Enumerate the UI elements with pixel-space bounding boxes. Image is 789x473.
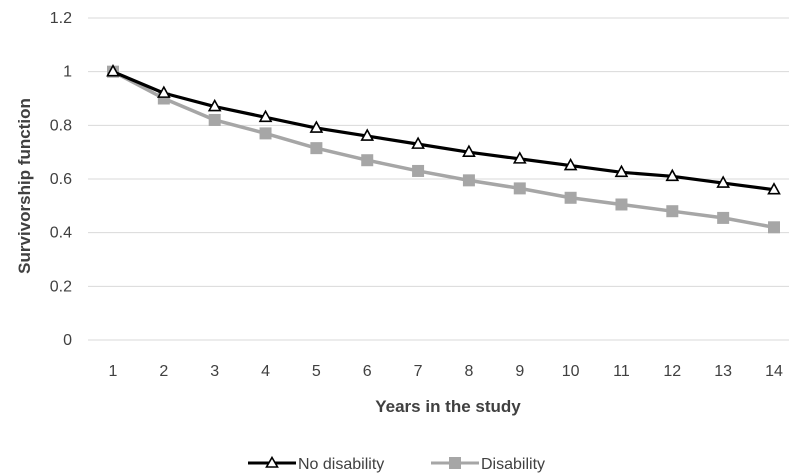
data-point: [361, 154, 374, 167]
legend-marker-disability: [449, 457, 461, 469]
data-point: [513, 182, 526, 195]
data-point: [615, 198, 628, 211]
x-tick-label: 10: [562, 363, 580, 380]
x-tick-label: 2: [159, 363, 168, 380]
legend: No disability Disability: [248, 455, 545, 473]
x-tick-label: 3: [210, 363, 219, 380]
legend-label-disability: Disability: [481, 456, 545, 473]
x-tick-label: 1: [109, 363, 118, 380]
data-point: [412, 164, 425, 177]
series-disability: [107, 65, 780, 234]
x-axis-title: Years in the study: [375, 397, 521, 416]
series-no-disability: [106, 64, 781, 195]
data-point: [666, 205, 679, 218]
x-tick-label: 12: [663, 363, 681, 380]
y-tick-label: 0.8: [50, 117, 72, 134]
data-point: [258, 109, 273, 123]
x-tick-label: 9: [515, 363, 524, 380]
y-tick-label: 0.6: [50, 171, 72, 188]
data-point: [208, 113, 221, 126]
data-point: [462, 144, 476, 157]
y-tick-label: 0: [63, 332, 72, 349]
y-tick-label: 0.2: [50, 278, 72, 295]
x-tick-label: 7: [414, 363, 423, 380]
gridlines: [88, 17, 789, 341]
data-point: [614, 164, 629, 178]
data-point: [310, 142, 323, 155]
y-tick-label: 1.2: [50, 10, 72, 27]
legend-marker-no-disability: [265, 455, 279, 468]
data-point: [156, 85, 171, 98]
series-layer: [106, 64, 781, 234]
legend-item-disability: Disability: [431, 456, 545, 473]
data-point: [106, 64, 120, 77]
x-tick-label: 14: [765, 363, 783, 380]
x-axis-ticks: 1 2 3 4 5 6 7 8 9 10 11 12 13 14: [109, 363, 783, 380]
data-point: [563, 157, 578, 171]
series-line: [112, 70, 775, 192]
data-point: [207, 98, 222, 112]
data-point: [411, 136, 425, 149]
legend-item-no-disability: No disability: [248, 455, 384, 473]
data-point: [768, 221, 780, 234]
series-line: [112, 70, 775, 230]
x-tick-label: 5: [312, 363, 321, 380]
legend-label-no-disability: No disability: [298, 456, 384, 473]
data-point: [360, 128, 375, 141]
data-point: [564, 191, 577, 204]
y-axis-ticks: 0 0.2 0.4 0.6 0.8 1 1.2: [50, 10, 72, 349]
x-tick-label: 11: [613, 363, 630, 380]
x-tick-label: 8: [464, 363, 473, 380]
x-tick-label: 13: [714, 363, 732, 380]
data-point: [259, 127, 272, 140]
y-tick-label: 1: [63, 64, 72, 81]
data-point: [309, 120, 324, 133]
y-tick-label: 0.4: [50, 225, 72, 242]
data-point: [462, 174, 475, 187]
data-point: [717, 211, 730, 224]
data-point: [767, 182, 781, 195]
y-axis-title: Survivorship function: [15, 98, 34, 274]
x-tick-label: 4: [261, 363, 270, 380]
x-tick-label: 6: [363, 363, 372, 380]
data-point: [716, 175, 731, 188]
data-point: [665, 168, 680, 182]
data-point: [512, 151, 527, 164]
